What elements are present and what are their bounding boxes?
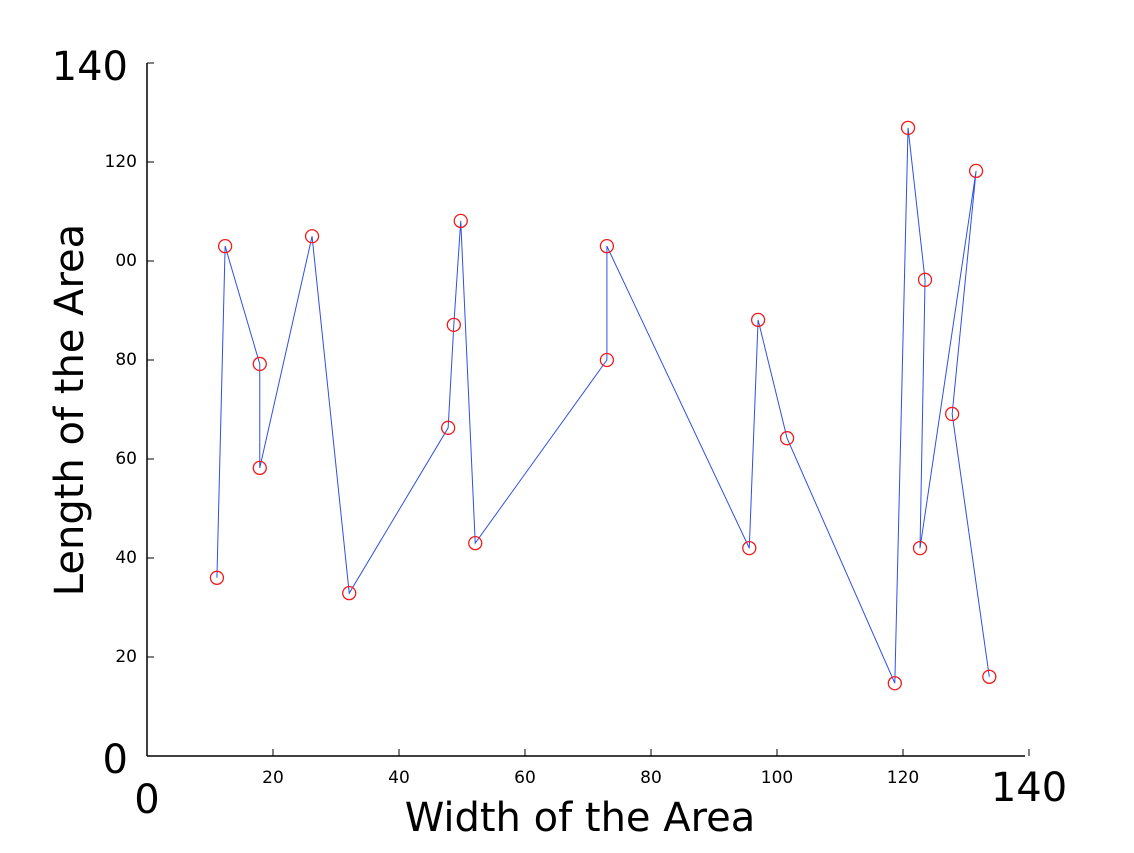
x-tick-label: 140 (991, 765, 1067, 811)
data-marker (342, 585, 357, 601)
y-tick-label: 120 (105, 152, 137, 172)
y-tick-label: 0 (103, 737, 128, 783)
y-tick-label: 140 (52, 44, 128, 90)
y-axis-title: Length of the Area (47, 224, 93, 596)
y-tick-label: 20 (115, 647, 137, 667)
x-tick-label: 80 (640, 768, 662, 788)
x-tick-label: 120 (887, 768, 919, 788)
data-marker (900, 120, 916, 135)
data-marker (599, 352, 615, 368)
data-marker (252, 356, 267, 372)
data-marker (968, 163, 984, 179)
x-axis-title: Width of the Area (405, 795, 756, 841)
data-marker (453, 213, 468, 229)
data-marker (252, 460, 267, 476)
y-tick-label: 60 (115, 449, 137, 469)
data-marker (440, 420, 456, 435)
data-marker (468, 536, 483, 551)
y-tick-label: 40 (115, 548, 137, 568)
x-tick-label: 20 (262, 768, 284, 788)
data-marker (599, 238, 615, 254)
data-marker (217, 238, 233, 254)
data-marker (209, 570, 225, 585)
data-marker (982, 669, 997, 684)
x-tick-label: 60 (514, 768, 536, 788)
data-marker (944, 406, 960, 422)
data-marker (912, 540, 928, 556)
data-marker (779, 431, 795, 446)
x-tick-label: 100 (761, 768, 793, 788)
y-tick-label: 80 (115, 350, 137, 370)
x-tick-label: 40 (388, 768, 410, 788)
data-marker (887, 676, 902, 691)
data-marker (917, 272, 933, 287)
data-line (216, 127, 990, 684)
y-tick-label: 00 (115, 251, 137, 271)
data-marker (750, 312, 766, 328)
data-marker (446, 317, 461, 333)
data-marker (304, 229, 320, 244)
x-tick-label: 0 (134, 777, 159, 823)
data-marker (742, 540, 757, 556)
